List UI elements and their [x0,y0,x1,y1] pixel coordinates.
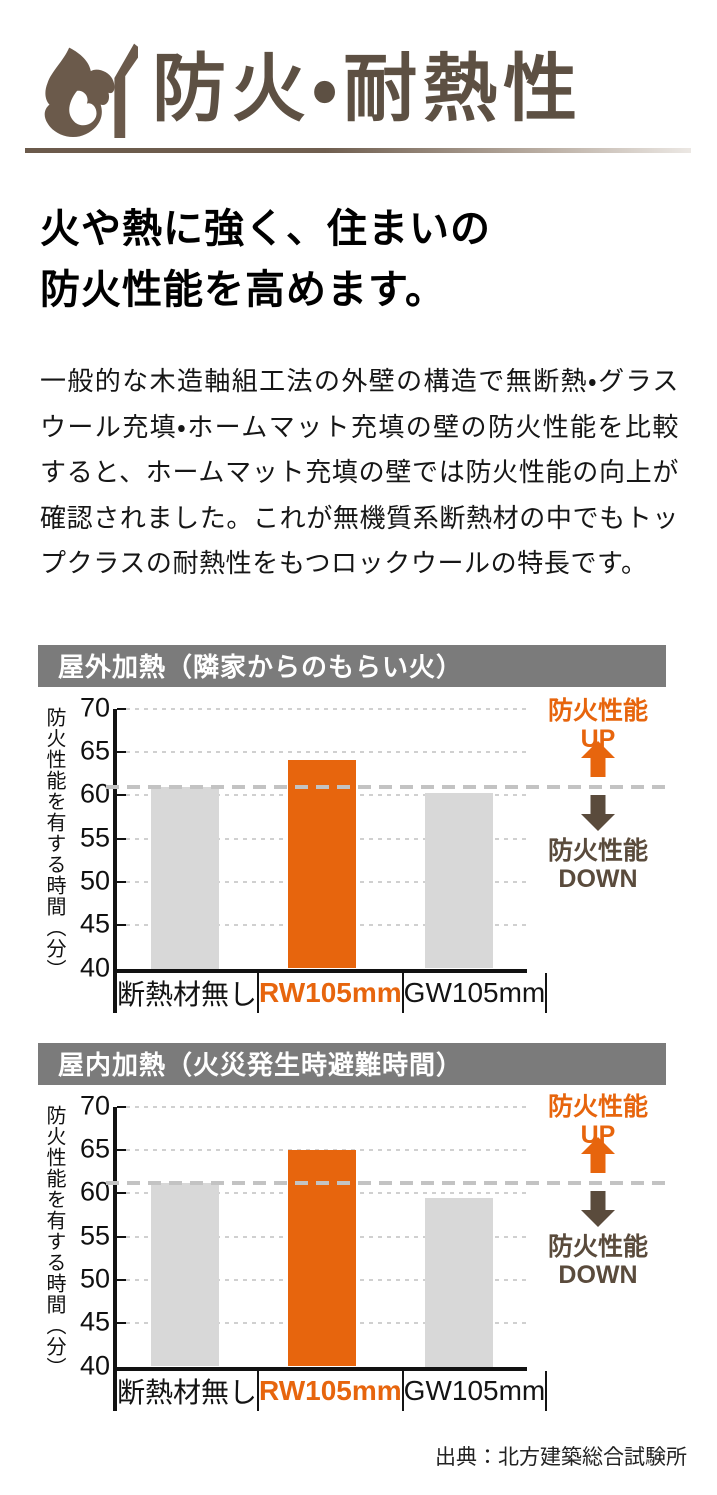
lead-line-1: 火や熱に強く、住まいの [40,207,491,251]
y-tick-65: 65 [79,1133,110,1164]
chart-body: 防火性能を有する時間（分） 40 45 50 55 60 65 70 断熱材無し RW105m… [38,1085,666,1415]
tick-mark-60 [117,1192,126,1195]
outdoor-heating-chart: 屋外加熱（隣家からのもらい火） 防火性能を有する時間（分） 40 45 50 55 60… [38,644,666,1017]
bar-断熱材無し [151,786,220,969]
tick-mark-55 [117,837,126,840]
tick-mark-70 [117,707,126,710]
up-annotation: 防火性能 UP [530,697,666,753]
y-tick-70: 70 [79,1089,110,1120]
fire-performance-annotation: 防火性能 UP 防火性能 DOWN [530,697,666,995]
body-paragraph: 一般的な木造軸組工法の外壁の構造で無断熱・グラスウール充填・ホームマット充填の壁… [40,366,679,578]
tick-mark-65 [117,750,126,753]
down-annotation: 防火性能 DOWN [530,837,666,893]
y-tick-labels: 40 45 50 55 60 65 70 [74,1085,110,1415]
y-axis-label: 防火性能を有する時間（分） [43,1104,65,1378]
x-label-GW105mm: GW105mm [404,1370,548,1411]
page: 防火・耐熱性 火や熱に強く、住まいの 防火性能を高めます。 一般的な木造軸組工法… [0,22,717,1495]
down-annotation-text: 防火性能 [547,836,648,865]
bar-GW105mm [424,1197,493,1367]
y-tick-40: 40 [79,1349,110,1380]
chart-title: 屋外加熱（隣家からのもらい火） [58,652,464,682]
up-annotation-text: 防火性能 [547,1092,648,1121]
gridline-70 [117,1105,527,1108]
y-tick-65: 65 [79,735,110,766]
y-tick-60: 60 [79,1176,110,1207]
tick-mark-45 [117,924,126,927]
bar-断熱材無し [151,1182,220,1367]
y-tick-40: 40 [79,951,110,982]
lead-line-2: 防火性能を高めます。 [40,268,446,312]
up-arrow-icon [581,740,615,777]
down-arrow-icon [581,1190,615,1227]
down-annotation-text: 防火性能 [547,1232,648,1261]
bar-GW105mm [424,793,493,969]
down-annotation-word: DOWN [558,864,638,893]
masthead: 防火・耐熱性 [20,22,717,140]
tick-mark-55 [117,1235,126,1238]
bar-RW105mm [288,759,356,969]
chart-title-bar: 屋外加熱（隣家からのもらい火） [38,644,666,687]
y-tick-45: 45 [79,908,110,939]
x-axis-labels: 断熱材無し RW105mm GW105mm [113,1366,548,1411]
page-title: 防火・耐熱性 [152,49,584,131]
y-tick-60: 60 [79,778,110,809]
gridline-65 [117,750,527,753]
x-label-RW105mm: RW105mm [259,972,404,1013]
chart-body: 防火性能を有する時間（分） 40 45 50 55 60 65 70 断熱材無し RW105m… [38,687,666,1017]
y-tick-50: 50 [79,865,110,896]
x-axis-labels: 断熱材無し RW105mm GW105mm [113,968,548,1013]
tick-mark-45 [117,1322,126,1325]
x-label-GW105mm: GW105mm [404,972,548,1013]
plot-area [113,1105,527,1367]
y-axis-label: 防火性能を有する時間（分） [43,706,65,980]
x-label-断熱材無し: 断熱材無し [117,972,260,1013]
tick-mark-50 [117,880,126,883]
bar-RW105mm [288,1149,356,1367]
y-tick-labels: 40 45 50 55 60 65 70 [74,687,110,1017]
y-tick-50: 50 [79,1263,110,1294]
tick-mark-50 [117,1278,126,1281]
x-label-RW105mm: RW105mm [259,1370,404,1411]
up-annotation-text: 防火性能 [547,696,648,725]
indoor-heating-chart: 屋内加熱（火災発生時避難時間） 防火性能を有する時間（分） 40 45 50 55 60… [38,1042,666,1415]
y-tick-70: 70 [79,691,110,722]
down-annotation-word: DOWN [558,1260,638,1289]
reference-dashed-line [106,1180,666,1185]
up-arrow-icon [581,1136,615,1173]
source-note: 出典：北方建築総合試験所 [435,1445,687,1469]
title-underline-rule [25,148,691,153]
fire-performance-annotation: 防火性能 UP 防火性能 DOWN [530,1093,666,1393]
chart-title-bar: 屋内加熱（火災発生時避難時間） [38,1042,666,1085]
lead-heading: 火や熱に強く、住まいの 防火性能を高めます。 [40,199,717,321]
flame-match-icon [44,43,138,139]
gridline-70 [117,707,527,710]
tick-mark-60 [117,794,126,797]
tick-mark-65 [117,1148,126,1151]
up-annotation: 防火性能 UP [530,1093,666,1149]
down-annotation: 防火性能 DOWN [530,1233,666,1289]
tick-mark-70 [117,1105,126,1108]
y-tick-55: 55 [79,1219,110,1250]
reference-dashed-line [106,784,666,789]
down-arrow-icon [581,794,615,831]
y-tick-45: 45 [79,1306,110,1337]
y-tick-55: 55 [79,821,110,852]
chart-title: 屋内加熱（火災発生時避難時間） [58,1050,464,1080]
x-label-断熱材無し: 断熱材無し [117,1370,260,1411]
plot-area [113,707,527,969]
